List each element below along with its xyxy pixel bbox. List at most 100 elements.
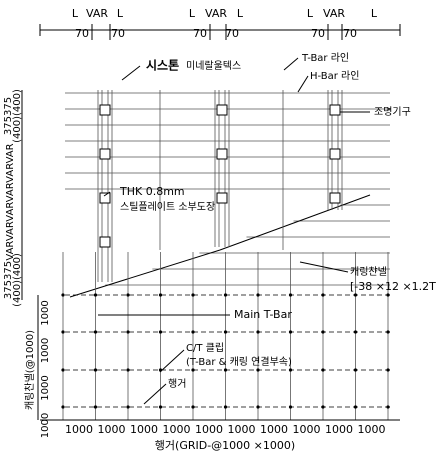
hanger-dot [93, 368, 98, 372]
label: C/T 클립 [186, 341, 224, 354]
label: THK 0.8mm [119, 185, 185, 198]
label: 행거 [168, 378, 186, 390]
caption: 행거(GRID-@1000 ×1000) [155, 439, 295, 452]
top-dim: L [307, 7, 314, 20]
line [143, 383, 167, 405]
hanger-dot [321, 405, 325, 409]
hanger-dot [386, 368, 390, 372]
fixture-box [99, 104, 111, 116]
hanger-dot [256, 405, 260, 409]
bottom-dim: 1000 [65, 423, 93, 436]
bottom-dim: 1000 [228, 423, 256, 436]
hanger-dot [256, 368, 260, 372]
hanger-dot [126, 330, 130, 334]
top-dim: VAR [86, 7, 108, 20]
bottom-dim: 1000 [325, 423, 353, 436]
bottom-dim: 1000 [293, 423, 321, 436]
hanger-dot [288, 405, 293, 409]
label: 캐링챤넬 [350, 266, 387, 278]
top-dim: L [117, 7, 124, 20]
hanger-dot [93, 405, 98, 409]
left-dim: (400)(400) [12, 253, 23, 307]
hanger-dot [288, 368, 293, 372]
hanger-dot [223, 368, 228, 372]
fixture-box [329, 192, 341, 204]
fixture-box [216, 148, 228, 160]
left-dim: 1000 [40, 375, 51, 400]
top-dim: VAR [323, 7, 345, 20]
top-dim: 70 [111, 27, 125, 40]
hanger-dot [353, 293, 358, 297]
hanger-dot [321, 293, 325, 297]
bottom-dim: 1000 [260, 423, 288, 436]
hanger-dot [158, 405, 163, 409]
bottom-dim: 1000 [195, 423, 223, 436]
hanger-dot [191, 368, 195, 372]
hanger-dot [386, 293, 390, 297]
line [297, 75, 309, 93]
hanger-dot [223, 405, 228, 409]
hanger-dot [288, 293, 293, 297]
left-dim: 1000 [40, 413, 51, 438]
line [219, 194, 371, 251]
fixture-box [329, 104, 341, 116]
top-dim: 70 [193, 27, 207, 40]
line [121, 65, 141, 81]
fixture-box [329, 148, 341, 160]
hanger-dot [386, 405, 390, 409]
fixture-box [216, 104, 228, 116]
hanger-dot [191, 330, 195, 334]
label: 미네랄울텍스 [186, 59, 241, 72]
hanger-dot [256, 330, 260, 334]
top-dim: L [371, 7, 378, 20]
label: [-38 ×12 ×1.2T [350, 280, 436, 293]
hanger-dot [223, 293, 228, 297]
left-dim: VARVARVARVARVARVAR [5, 143, 16, 260]
top-dim: 70 [225, 27, 239, 40]
hanger-dot [223, 330, 228, 334]
left-dim: 375375 [3, 261, 14, 299]
hanger-dot [191, 293, 195, 297]
hanger-dot [61, 405, 65, 409]
top-dim: VAR [205, 7, 227, 20]
line [103, 191, 111, 197]
top-dim: 70 [343, 27, 357, 40]
hanger-dot [191, 405, 195, 409]
hanger-dot [126, 405, 130, 409]
fixture-box [99, 192, 111, 204]
hanger-dot [93, 330, 98, 334]
hanger-dot [288, 330, 293, 334]
line [69, 249, 221, 298]
hanger-dot [61, 293, 65, 297]
hanger-dot [321, 368, 325, 372]
top-dim: 70 [75, 27, 89, 40]
bottom-dim: 1000 [163, 423, 191, 436]
label: T-Bar 라인 [301, 52, 349, 64]
label: Main T-Bar [234, 308, 292, 321]
hanger-dot [386, 330, 390, 334]
label: 조명기구 [374, 106, 411, 118]
hanger-dot [256, 293, 260, 297]
hanger-dot [353, 368, 358, 372]
hanger-dot [353, 330, 358, 334]
top-dim: L [72, 7, 79, 20]
label: 시스톤 [146, 59, 179, 73]
top-dim: L [189, 7, 196, 20]
line [159, 349, 185, 373]
hanger-dot [61, 368, 65, 372]
hanger-dot [158, 293, 163, 297]
label: H-Bar 라인 [310, 70, 359, 82]
drawing-lines [21, 24, 401, 421]
top-dim: L [237, 7, 244, 20]
top-dim: 70 [311, 27, 325, 40]
fixture-box [216, 192, 228, 204]
left-dim: 1000 [40, 300, 51, 325]
hanger-dot [61, 330, 65, 334]
bottom-dim: 1000 [130, 423, 158, 436]
line [299, 261, 349, 273]
left-dim: (400)(400) [12, 89, 23, 143]
fixture-box [99, 236, 111, 248]
bottom-dim: 1000 [358, 423, 386, 436]
hanger-dot [126, 293, 130, 297]
